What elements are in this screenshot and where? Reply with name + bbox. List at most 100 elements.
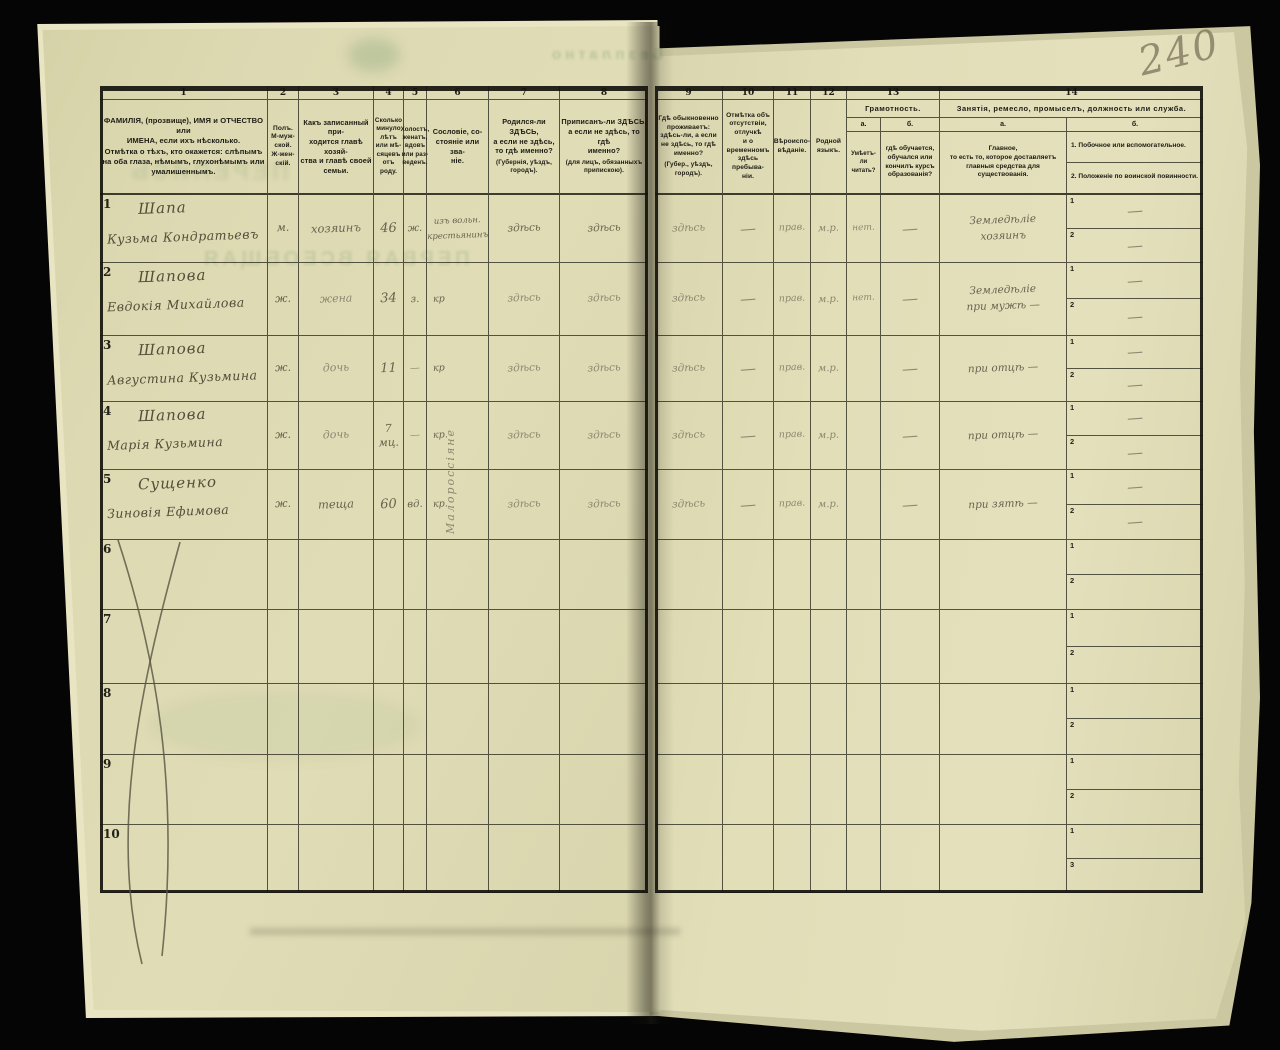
side-occupation-1: 1— [1067, 402, 1203, 436]
hw-surname: Шапа [137, 198, 187, 218]
header-language: Родной языкъ. [811, 100, 847, 195]
hw-estate: кр. [432, 498, 448, 511]
cell-side-occupation: 1 2 [1067, 684, 1203, 755]
cell-age: 11 [374, 336, 404, 402]
header-occupation-title: Занятія, ремесло, промыселъ, должность и… [940, 100, 1203, 118]
header-occupation-b: б. [1067, 118, 1203, 132]
cell-empty [489, 755, 560, 825]
cell-empty [404, 610, 427, 684]
sub-number: 2 [1070, 575, 1075, 585]
cell-empty [774, 825, 811, 893]
cell-school: — [881, 470, 940, 540]
hw-marital: — [409, 429, 421, 442]
cell-empty [560, 684, 648, 755]
hw-age: 34 [379, 290, 398, 307]
cell-empty [299, 684, 374, 755]
hw-occupation: Земледѣліе при мужѣ — [966, 283, 1041, 314]
cell-side-occupation: 1 2 [1067, 540, 1203, 610]
cell-language: м.р. [811, 336, 847, 402]
census-table-right: 9 10 11 12 13 14 Гдѣ обыкновенно прожива… [655, 86, 1203, 893]
cell-empty [655, 684, 723, 755]
hw-age: 46 [379, 220, 398, 237]
cell-faith: прав. [774, 402, 811, 470]
header-occupation-a-desc: Главное, то есть то, которое доставляетъ… [940, 132, 1067, 193]
cell-empty [374, 540, 404, 610]
cell-empty [774, 684, 811, 755]
hw-absence: — [739, 217, 757, 239]
hw-language: м.р. [817, 498, 840, 511]
cell-reads [847, 336, 881, 402]
cell-empty [881, 610, 940, 684]
hw-born: здѣсь [507, 221, 541, 235]
cell-estate: кр [427, 336, 489, 402]
hw-language: м.р. [817, 362, 840, 375]
cell-resides: здѣсь [655, 470, 723, 540]
hw-born: здѣсь [507, 428, 541, 442]
row-number: 3 [103, 338, 112, 352]
cell-empty [881, 540, 940, 610]
cell-person-empty: 7 [100, 610, 268, 684]
cell-person: 3 Шапова Августина Кузьмина [100, 336, 268, 402]
cell-age: 46 [374, 195, 404, 263]
cell-sex: м. [268, 195, 299, 263]
cell-registered: здѣсь [560, 402, 648, 470]
cell-empty [427, 684, 489, 755]
row-number: 8 [103, 686, 112, 700]
cell-empty [723, 684, 774, 755]
header-occupation-b1: 1. Побочное или вспомогательное. [1067, 132, 1203, 163]
sub-number: 2 [1070, 229, 1075, 239]
hw-language: м.р. [817, 429, 840, 442]
cell-empty [847, 825, 881, 893]
side-occupation-2: 2— [1067, 505, 1203, 540]
sub-number: 1 [1070, 264, 1075, 273]
row-number: 4 [103, 404, 112, 418]
hw-surname: Шапова [137, 404, 207, 426]
ghost-emblem [348, 38, 400, 72]
cell-empty [774, 540, 811, 610]
cell-empty [489, 540, 560, 610]
hw-resides: здѣсь [671, 291, 706, 305]
side-occupation-2: 2 [1067, 647, 1203, 684]
hw-sex: ж. [274, 496, 292, 511]
cell-registered: здѣсь [560, 263, 648, 336]
col-number: 6 [427, 86, 489, 100]
cell-side-occupation: 1— 2— [1067, 263, 1203, 336]
hw-estate: изъ вольн. крестьянинъ [427, 215, 489, 242]
cell-born: здѣсь [489, 195, 560, 263]
cell-empty [723, 610, 774, 684]
cell-born: здѣсь [489, 402, 560, 470]
hw-age: 11 [379, 360, 398, 377]
header-age: Сколько минуло лѣтъ или мѣ- сяцевъ отъ р… [374, 100, 404, 195]
pencil-smudge-bottom [250, 928, 680, 935]
cell-school: — [881, 263, 940, 336]
hw-surname: Шапова [137, 338, 207, 360]
cell-empty [489, 825, 560, 893]
side-occupation-1: 1— [1067, 263, 1203, 299]
header-literacy-b-desc: гдѣ обучается, обучался или кончилъ курс… [885, 144, 935, 179]
hw-name: Евдокія Михайлова [106, 294, 245, 315]
col-number: 13 [847, 86, 940, 100]
header-faith: Вѣроиспо- вѣданіе. [774, 100, 811, 195]
cell-sex: ж. [268, 402, 299, 470]
hw-faith: прав. [778, 221, 806, 234]
cell-occupation: Земледѣліе хозяинъ [940, 195, 1067, 263]
header-literacy-b: б. [881, 118, 939, 132]
cell-registered: здѣсь [560, 195, 648, 263]
sub-number: 1 [1070, 685, 1075, 694]
sub-number: 2 [1070, 790, 1075, 800]
cell-reads: нет. [847, 195, 881, 263]
hw-reads [846, 335, 881, 401]
cell-language: м.р. [811, 402, 847, 470]
cell-born: здѣсь [489, 263, 560, 336]
hw-vertical-note: Малороссіяне [444, 428, 457, 534]
cell-person: 2 Шапова Евдокія Михайлова [100, 263, 268, 336]
cell-empty [881, 825, 940, 893]
hw-estate: кр. [432, 429, 448, 442]
cell-side-occupation: 1— 2— [1067, 470, 1203, 540]
hw-resides: здѣсь [671, 428, 706, 442]
header-birthplace-fine: (Губернія, уѣздъ, городъ). [496, 158, 552, 175]
header-registration: Приписанъ-ли ЗДѢСЬ, а если не здѣсь, то … [560, 100, 648, 195]
cell-marital: з. [404, 263, 427, 336]
hw-absence: — [739, 493, 757, 515]
col-number: 12 [811, 86, 847, 100]
